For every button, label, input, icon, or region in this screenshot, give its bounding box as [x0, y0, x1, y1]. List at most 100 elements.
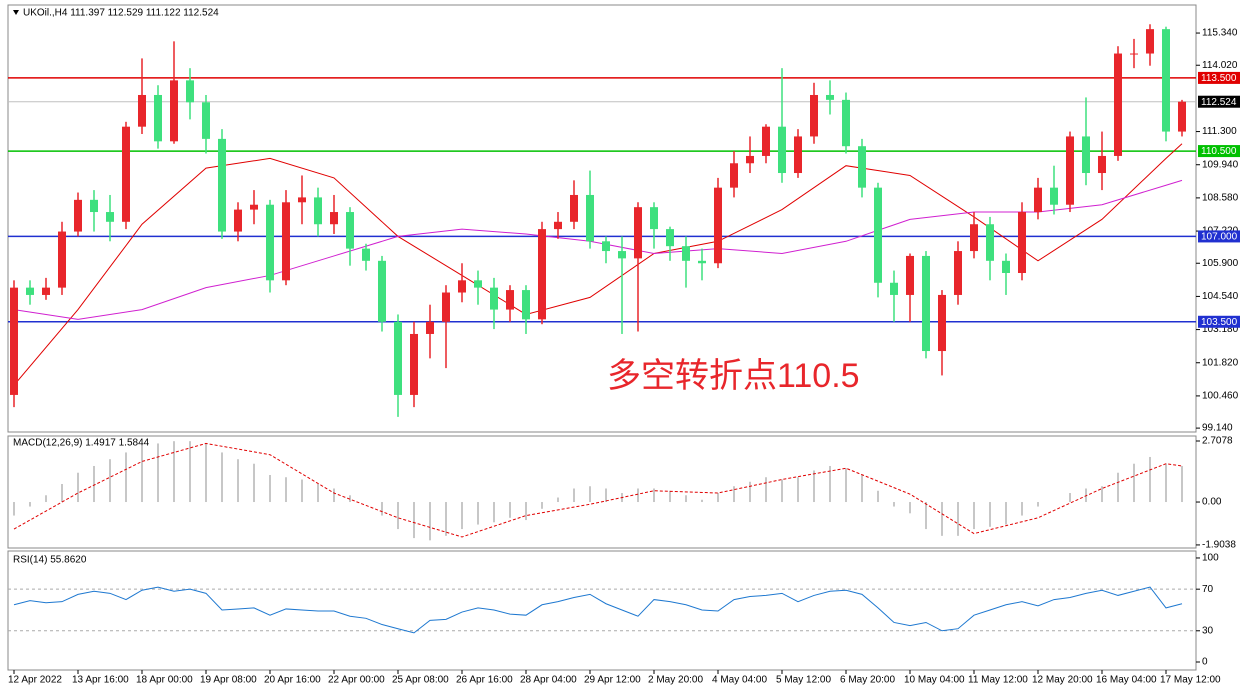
candle-body [362, 248, 370, 261]
y-tick-label: 101.820 [1202, 357, 1239, 368]
candle-body [122, 126, 130, 222]
candle-body [42, 287, 50, 295]
candle-body [266, 204, 274, 281]
candle-body [330, 212, 338, 225]
y-tick-label: -1.9038 [1202, 540, 1236, 551]
macd-panel [7, 435, 1197, 549]
candle-body [554, 221, 562, 230]
y-tick-label: 0 [1202, 657, 1208, 668]
candle-body [218, 138, 226, 232]
x-tick-label: 11 May 12:00 [968, 675, 1028, 686]
candle-body [1082, 136, 1090, 174]
rsi-line [13, 586, 1183, 634]
x-tick-label: 28 Apr 04:00 [520, 675, 577, 686]
candle-body [490, 287, 498, 310]
candle-body [970, 224, 978, 252]
y-tick-label: 114.020 [1202, 60, 1238, 71]
candle-body [58, 231, 66, 288]
level-label: 110.500 [1201, 146, 1237, 157]
candle-body [938, 294, 946, 352]
candle-body [458, 280, 466, 293]
x-tick-label: 6 May 20:00 [840, 675, 895, 686]
y-tick-label: 100.460 [1202, 391, 1239, 402]
x-tick-label: 19 Apr 08:00 [200, 675, 257, 686]
candle-body [874, 187, 882, 283]
y-tick-label: 70 [1202, 584, 1214, 595]
candle-body [618, 251, 626, 259]
candle-body [1114, 53, 1122, 156]
candle-body [890, 282, 898, 295]
candle-body [570, 194, 578, 222]
candle-body [650, 207, 658, 230]
candle-body [1130, 53, 1138, 55]
candle-body [954, 251, 962, 295]
x-tick-label: 18 Apr 00:00 [136, 675, 193, 686]
candle-body [826, 94, 834, 100]
candle-body [810, 94, 818, 137]
y-tick-label: 100 [1202, 553, 1219, 564]
candle-body [170, 80, 178, 142]
x-tick-label: 5 May 12:00 [776, 675, 831, 686]
level-label: 112.524 [1201, 97, 1237, 108]
candle-body [842, 99, 850, 147]
candle-body [138, 94, 146, 127]
x-tick-label: 17 May 12:00 [1160, 675, 1221, 686]
candle-body [202, 102, 210, 139]
x-tick-label: 13 Apr 16:00 [72, 675, 129, 686]
candle-body [1002, 260, 1010, 274]
candle-body [634, 207, 642, 259]
candle-body [506, 290, 514, 310]
main-panel [7, 4, 1197, 433]
annotation: 多空转折点110.5 [607, 357, 860, 395]
y-tick-label: 109.940 [1202, 159, 1239, 170]
candle-body [602, 241, 610, 252]
candle-body [106, 212, 114, 222]
candle-body [682, 246, 690, 261]
y-tick-label: 99.140 [1202, 423, 1233, 434]
candle-body [1098, 155, 1106, 174]
signal-line [13, 442, 1183, 538]
candle-body [74, 199, 82, 232]
level-label: 113.500 [1201, 73, 1237, 84]
y-tick-label: 108.580 [1202, 193, 1239, 204]
candle-body [410, 333, 418, 395]
candle-body [698, 260, 706, 264]
y-tick-label: 111.300 [1202, 126, 1237, 137]
level-label-box [1198, 95, 1240, 108]
candle-body [234, 209, 242, 232]
candle-body [922, 255, 930, 352]
candle-body [298, 197, 306, 203]
candle-body [1066, 136, 1074, 205]
x-tick-label: 12 May 20:00 [1032, 675, 1093, 686]
x-tick-label: 25 Apr 08:00 [392, 675, 449, 686]
candle-body [1034, 187, 1042, 213]
candle-body [1146, 29, 1154, 54]
candle-body [586, 194, 594, 242]
candle-body [714, 187, 722, 264]
candle-body [986, 224, 994, 261]
candle-body [906, 255, 914, 295]
menu-arrow[interactable] [13, 10, 19, 15]
x-tick-label: 20 Apr 16:00 [264, 675, 321, 686]
rsi-title: RSI(14) 55.8620 [13, 555, 87, 566]
candle-body [762, 126, 770, 156]
candle-body [10, 287, 18, 395]
level-label-box [1198, 71, 1240, 84]
candle-body [1050, 187, 1058, 205]
symbol-header: UKOil.,H4 111.397 112.529 111.122 112.52… [23, 8, 219, 19]
y-tick-label: 103.180 [1202, 324, 1239, 335]
candle-body [666, 229, 674, 247]
candle-body [794, 136, 802, 174]
y-tick-label: 104.540 [1202, 291, 1239, 302]
level-label: 103.500 [1201, 317, 1238, 328]
candle-body [442, 292, 450, 322]
candle-body [858, 146, 866, 188]
level-label-box [1198, 315, 1240, 328]
macd-title: MACD(12,26,9) 1.4917 1.5844 [13, 438, 150, 449]
candle-body [186, 80, 194, 103]
y-tick-label: 105.900 [1202, 258, 1239, 269]
x-tick-label: 10 May 04:00 [904, 675, 965, 686]
rsi-panel [7, 550, 1197, 671]
candle-body [314, 197, 322, 225]
